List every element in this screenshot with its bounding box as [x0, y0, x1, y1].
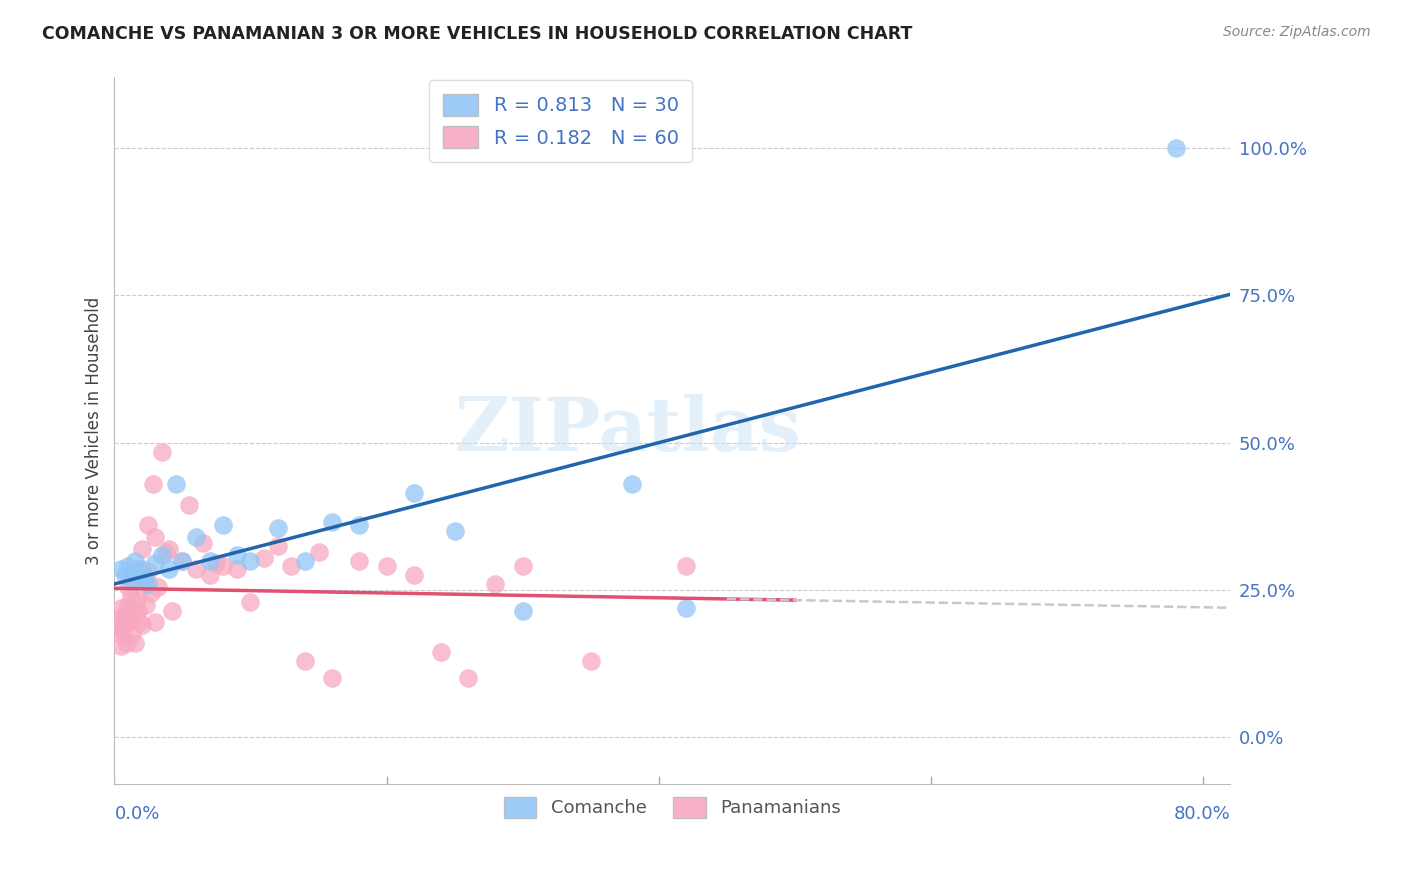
Point	[675, 559, 697, 574]
Point	[117, 559, 139, 574]
Point	[184, 530, 207, 544]
Point	[579, 654, 602, 668]
Point	[146, 580, 169, 594]
Point	[143, 557, 166, 571]
Point	[321, 515, 343, 529]
Point	[512, 604, 534, 618]
Point	[512, 559, 534, 574]
Text: COMANCHE VS PANAMANIAN 3 OR MORE VEHICLES IN HOUSEHOLD CORRELATION CHART: COMANCHE VS PANAMANIAN 3 OR MORE VEHICLE…	[42, 25, 912, 43]
Point	[212, 559, 235, 574]
Point	[239, 553, 262, 567]
Point	[131, 618, 153, 632]
Legend: Comanche, Panamanians: Comanche, Panamanians	[496, 789, 848, 825]
Point	[127, 604, 149, 618]
Point	[131, 580, 153, 594]
Point	[128, 568, 150, 582]
Point	[138, 577, 160, 591]
Text: ZIPatlas: ZIPatlas	[454, 394, 801, 467]
Point	[128, 615, 150, 630]
Point	[375, 559, 398, 574]
Point	[111, 624, 134, 639]
Point	[124, 553, 146, 567]
Point	[191, 536, 214, 550]
Point	[120, 589, 142, 603]
Point	[280, 559, 302, 574]
Point	[110, 600, 132, 615]
Point	[150, 444, 173, 458]
Point	[128, 562, 150, 576]
Point	[308, 545, 330, 559]
Text: 80.0%: 80.0%	[1174, 805, 1230, 823]
Point	[114, 568, 136, 582]
Point	[321, 672, 343, 686]
Point	[138, 518, 160, 533]
Point	[117, 612, 139, 626]
Point	[117, 598, 139, 612]
Point	[212, 518, 235, 533]
Text: Source: ZipAtlas.com: Source: ZipAtlas.com	[1223, 25, 1371, 39]
Point	[165, 477, 187, 491]
Point	[131, 562, 153, 576]
Point	[135, 598, 157, 612]
Point	[110, 562, 132, 576]
Point	[155, 545, 177, 559]
Point	[253, 550, 276, 565]
Point	[267, 521, 290, 535]
Point	[430, 645, 453, 659]
Point	[198, 553, 221, 567]
Point	[110, 639, 132, 653]
Point	[294, 654, 316, 668]
Point	[124, 566, 146, 580]
Point	[117, 580, 139, 594]
Point	[143, 530, 166, 544]
Point	[131, 541, 153, 556]
Point	[675, 600, 697, 615]
Point	[141, 477, 163, 491]
Point	[122, 609, 145, 624]
Point	[267, 539, 290, 553]
Point	[143, 615, 166, 630]
Point	[225, 562, 247, 576]
Point	[107, 618, 129, 632]
Point	[225, 548, 247, 562]
Point	[114, 607, 136, 621]
Point	[349, 518, 371, 533]
Point	[120, 574, 142, 589]
Point	[138, 566, 160, 580]
Point	[134, 571, 156, 585]
Point	[172, 553, 194, 567]
Point	[108, 612, 131, 626]
Point	[620, 477, 643, 491]
Point	[157, 562, 180, 576]
Point	[160, 604, 183, 618]
Point	[134, 571, 156, 585]
Point	[239, 595, 262, 609]
Point	[1164, 141, 1187, 155]
Point	[484, 577, 506, 591]
Point	[124, 636, 146, 650]
Point	[172, 553, 194, 567]
Text: 0.0%: 0.0%	[114, 805, 160, 823]
Point	[402, 485, 425, 500]
Point	[110, 627, 132, 641]
Point	[198, 568, 221, 582]
Point	[141, 586, 163, 600]
Point	[184, 562, 207, 576]
Point	[125, 595, 148, 609]
Point	[457, 672, 479, 686]
Y-axis label: 3 or more Vehicles in Household: 3 or more Vehicles in Household	[86, 297, 103, 565]
Point	[443, 524, 465, 538]
Point	[349, 553, 371, 567]
Point	[157, 541, 180, 556]
Point	[294, 553, 316, 567]
Point	[179, 498, 201, 512]
Point	[150, 548, 173, 562]
Point	[112, 618, 135, 632]
Point	[402, 568, 425, 582]
Point	[115, 636, 138, 650]
Point	[121, 627, 143, 641]
Point	[205, 557, 228, 571]
